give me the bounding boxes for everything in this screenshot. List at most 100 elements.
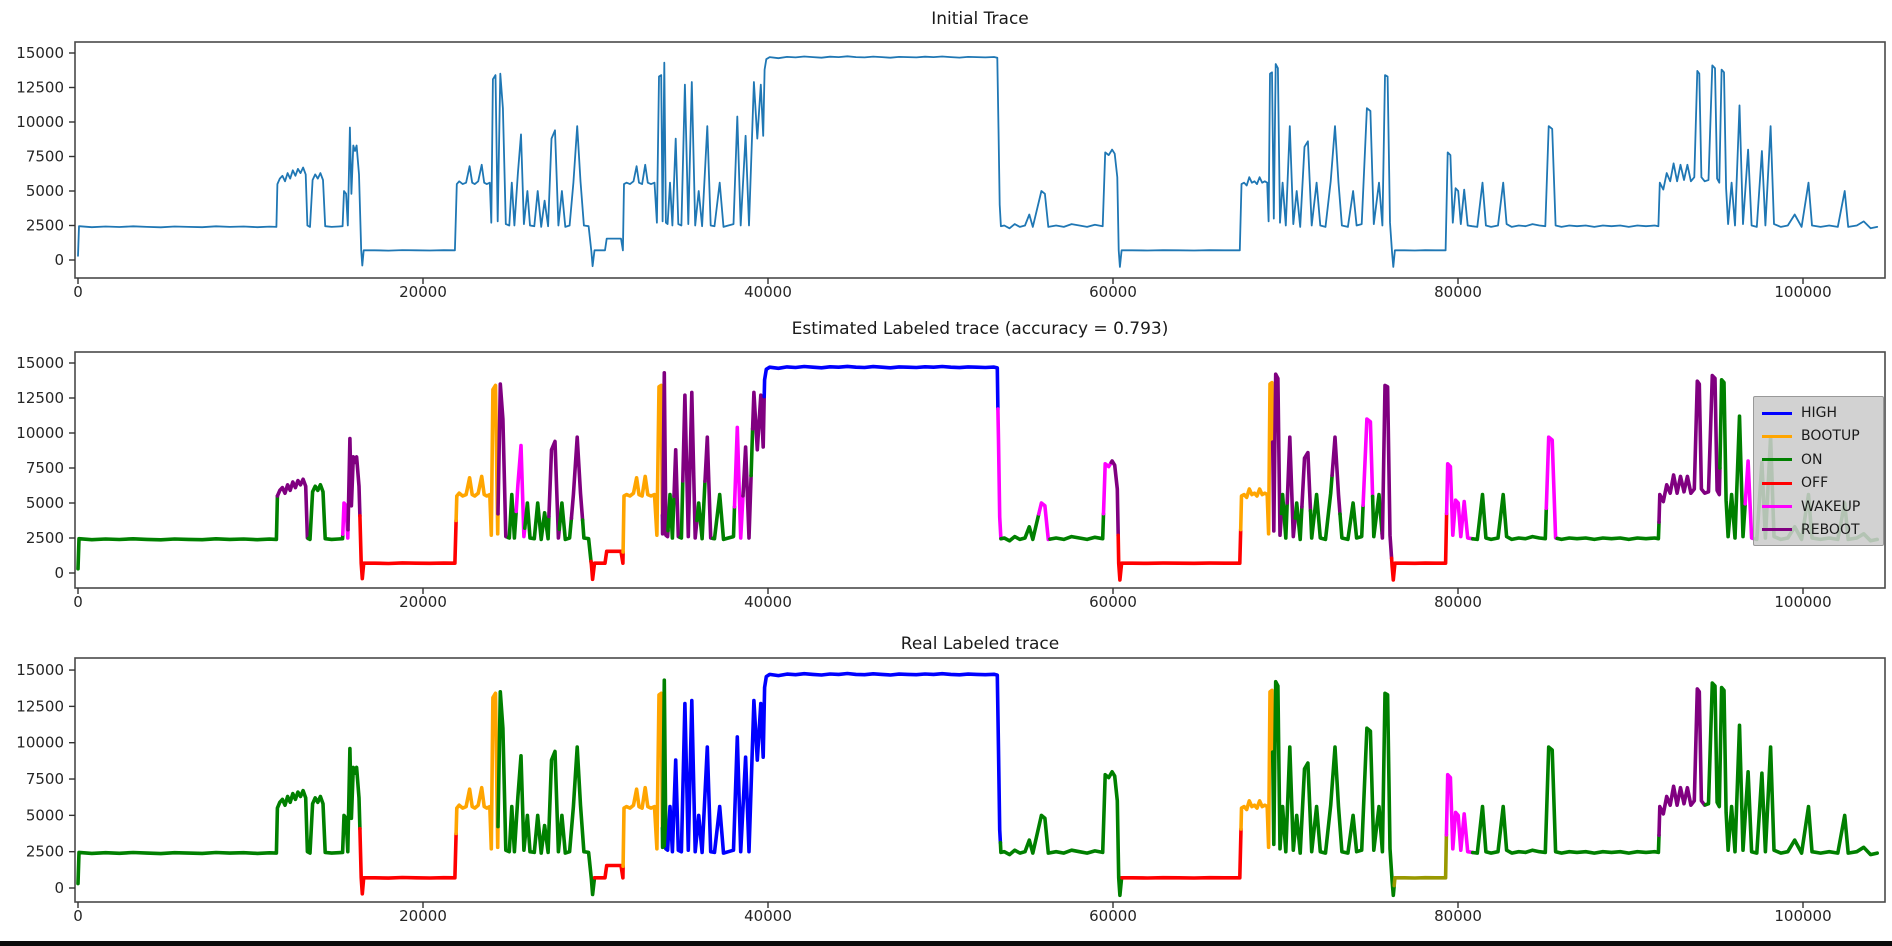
legend-swatch-wakeup	[1762, 505, 1792, 509]
trace-segment-bootup-plot2	[621, 691, 665, 869]
y-tick-label: 7500	[26, 148, 64, 166]
trace-segment-reboot-plot1	[1380, 383, 1394, 561]
y-tick-label: 2500	[26, 529, 64, 547]
x-tick-label: 100000	[1774, 907, 1831, 925]
trace-segment-on-plot1	[1555, 520, 1661, 542]
y-tick-label: 10000	[16, 113, 64, 131]
y-tick-label: 0	[54, 564, 64, 582]
trace-segment-on-plot1	[1279, 492, 1289, 540]
trace-segment-wakeup-plot1	[1361, 417, 1375, 508]
trace-segment-off-plot2	[358, 826, 458, 896]
legend-item-bootup: BOOTUP	[1762, 425, 1877, 447]
trace-segment-wakeup-plot1	[340, 501, 350, 540]
legend-label: WAKEUP	[1801, 498, 1861, 515]
trace-segment-reboot-plot1	[496, 382, 511, 540]
x-tick-label: 20000	[399, 593, 447, 611]
trace-segment-bootup-plot2	[454, 691, 500, 851]
trace-segment-on-plot1	[999, 512, 1041, 543]
trace-segment-on-plot1	[306, 482, 345, 542]
legend-label: BOOTUP	[1801, 428, 1860, 445]
trace-segment-reboot-plot1	[672, 447, 682, 540]
trace-segment-off-plot1	[1116, 527, 1243, 582]
trace-segment-on-plot1	[580, 518, 593, 564]
trace-segment-bootup-plot2	[1239, 688, 1275, 850]
trace-segment-on-plot1	[1370, 492, 1384, 539]
x-tick-label: 80000	[1434, 907, 1482, 925]
trace-segment-reboot-plot1	[1285, 435, 1297, 539]
trace-segment-on-plot1	[749, 426, 755, 478]
trace-segment-wakeup-plot1	[1444, 461, 1475, 541]
trace-segment-reboot-plot1	[1270, 372, 1284, 538]
trace-segment-on-plot2	[76, 746, 362, 886]
trace-segment-on-plot1	[1308, 473, 1334, 542]
trace-segment-on-plot2	[1270, 679, 1396, 898]
trace-segment-on-plot1	[1048, 511, 1106, 542]
legend-label: OFF	[1801, 475, 1829, 492]
y-tick-label: 15000	[16, 354, 64, 372]
legend-swatch-on	[1762, 458, 1792, 462]
trace-segment-reboot-plot1	[1657, 373, 1722, 525]
trace-segment-wakeup-plot1	[1544, 435, 1559, 541]
trace-segment-reboot-plot1	[1109, 459, 1120, 538]
trace-segment-reboot-plot1	[346, 436, 362, 532]
trace-segment-on-plot2	[660, 678, 668, 851]
plot-title-initial-trace: Initial Trace	[931, 9, 1029, 29]
x-tick-label: 40000	[744, 593, 792, 611]
trace-segment-high-plot1	[762, 364, 1000, 411]
trace-segment-wakeup-plot1	[514, 443, 527, 539]
trace-segment-wakeup-plot1	[1101, 460, 1114, 516]
trace-segment-on-plot1	[710, 492, 737, 542]
trace-segment-on-plot1	[1338, 501, 1365, 542]
trace-segment-on-plot1	[506, 492, 519, 540]
window-bottom-edge	[0, 941, 1892, 946]
plot-title-real-labeled-trace: Real Labeled trace	[900, 634, 1060, 654]
trace-segment-on-plot2	[998, 769, 1124, 898]
trace-segment-unlabeled-plot0	[77, 55, 1879, 268]
legend-label: HIGH	[1801, 405, 1838, 421]
plot-frame-2	[74, 657, 1886, 903]
y-tick-label: 10000	[16, 424, 64, 442]
trace-segment-bootup-plot1	[621, 383, 665, 554]
x-tick-label: 0	[73, 593, 83, 611]
trace-segment-reboot-plot1	[660, 370, 670, 539]
trace-segment-reboot-plot1	[1330, 435, 1342, 516]
trace-segment-off-plot1	[358, 513, 458, 581]
trace-segment-reboot-plot1	[275, 477, 311, 541]
y-tick-label: 2500	[26, 217, 64, 235]
y-tick-label: 15000	[16, 661, 64, 679]
x-tick-label: 100000	[1774, 593, 1831, 611]
trace-segment-wakeup-plot1	[732, 425, 745, 540]
trace-segment-high-plot2	[664, 671, 1003, 855]
legend-label: ON	[1801, 451, 1823, 468]
trace-segment-on-plot1	[678, 479, 685, 540]
y-tick-label: 5000	[26, 494, 64, 512]
y-tick-label: 12500	[16, 697, 64, 715]
y-tick-label: 2500	[26, 843, 64, 861]
trace-segment-reboot-plot1	[750, 390, 767, 452]
legend-box: HIGH BOOTUP ON OFF WAKEUP REBOOT	[1753, 396, 1884, 546]
y-tick-label: 12500	[16, 79, 64, 97]
x-tick-label: 100000	[1774, 283, 1831, 301]
trace-segment-on-plot1	[1470, 492, 1549, 542]
legend-item-high: HIGH	[1762, 402, 1877, 424]
y-tick-label: 5000	[26, 806, 64, 824]
trace-segment-wakeup-plot2	[1444, 772, 1475, 855]
trace-segment-wakeup-plot1	[996, 407, 1003, 541]
legend-item-wakeup: WAKEUP	[1762, 496, 1877, 518]
trace-segment-bootup-plot1	[454, 383, 500, 538]
trace-segment-on-plot1	[1293, 501, 1304, 542]
plot-title-estimated-labeled-trace: Estimated Labeled trace (accuracy = 0.79…	[791, 319, 1169, 339]
legend-item-reboot: REBOOT	[1762, 519, 1877, 541]
trace-segment-off-plot2	[592, 863, 625, 880]
trace-segment-on-plot1	[695, 479, 707, 541]
trace-segment-on-plot1	[522, 501, 551, 542]
y-tick-label: 10000	[16, 734, 64, 752]
x-tick-label: 80000	[1434, 593, 1482, 611]
x-tick-label: 60000	[1089, 283, 1137, 301]
trace-segment-unlabeled-plot2	[1392, 832, 1449, 888]
trace-segment-reboot-plot1	[1300, 450, 1313, 513]
legend-swatch-high	[1762, 411, 1792, 415]
x-tick-label: 20000	[399, 907, 447, 925]
trace-segment-wakeup-plot1	[1037, 501, 1052, 542]
